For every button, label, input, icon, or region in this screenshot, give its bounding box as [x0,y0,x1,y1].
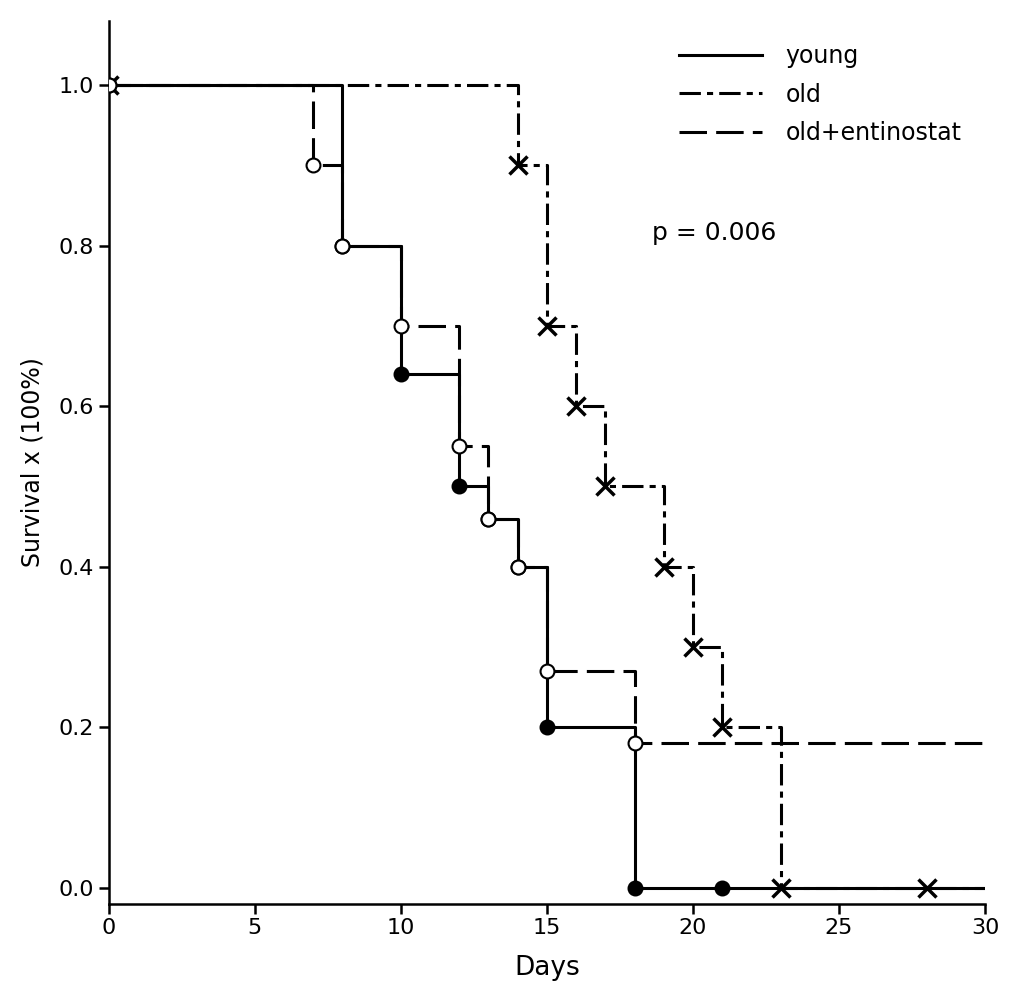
Text: p = 0.006: p = 0.006 [651,220,775,244]
X-axis label: Days: Days [514,955,579,981]
Y-axis label: Survival x (100%): Survival x (100%) [20,358,45,567]
Legend: young, old, old+entinostat: young, old, old+entinostat [666,33,972,156]
